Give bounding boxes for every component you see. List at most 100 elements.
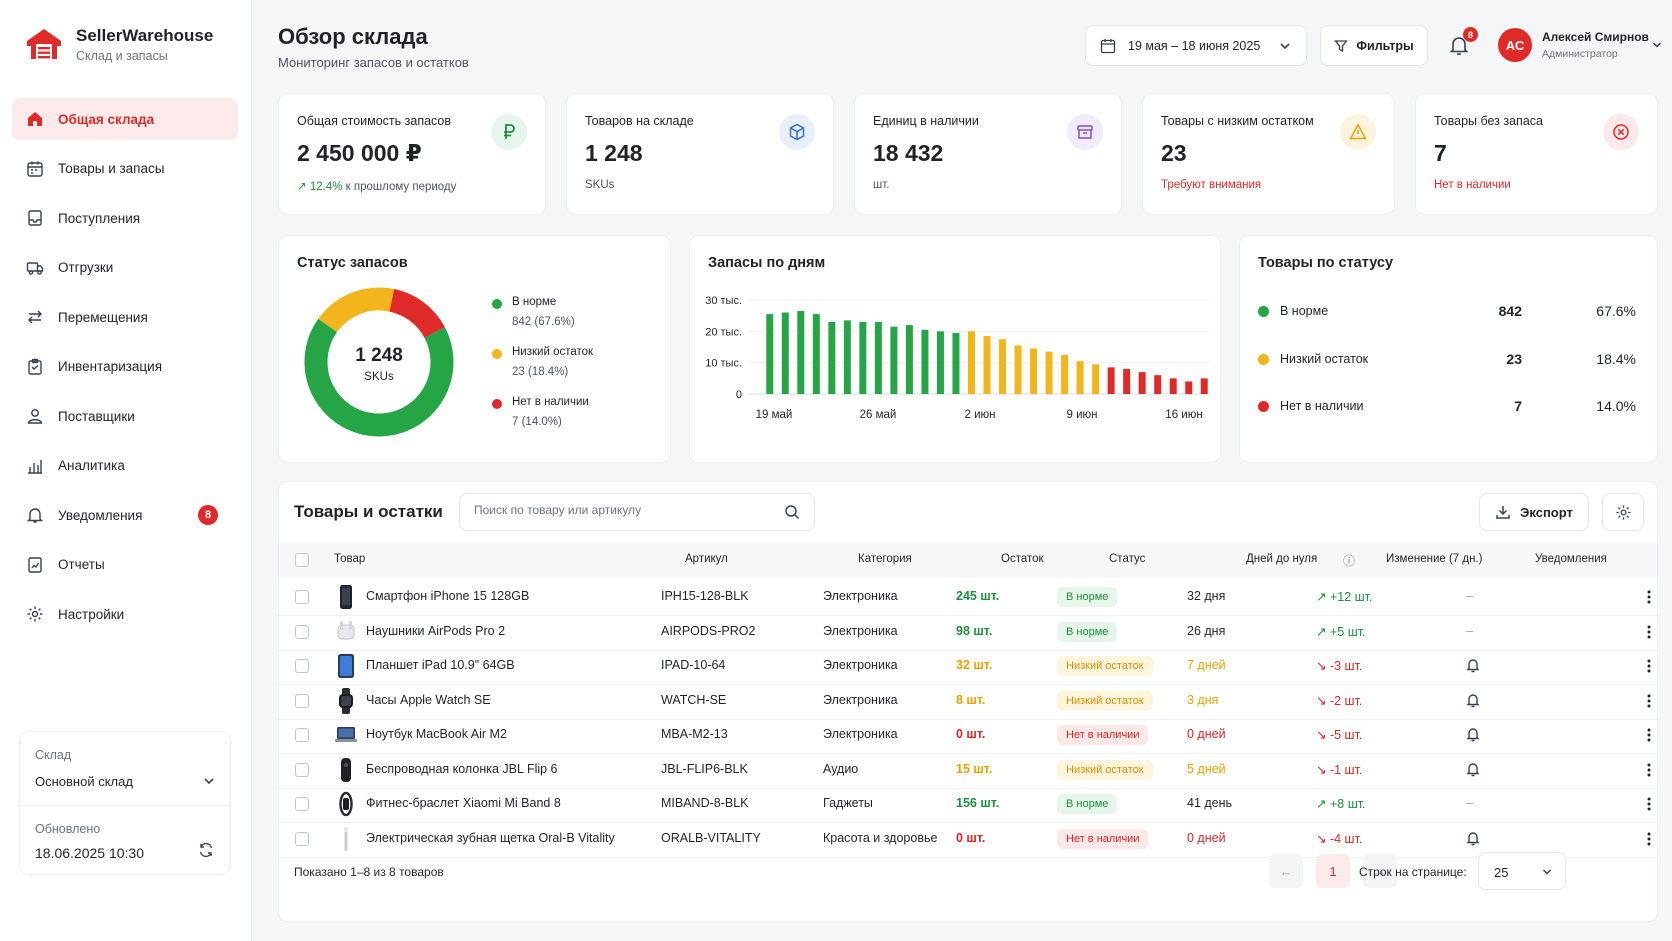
export-button[interactable]: Экспорт: [1479, 493, 1589, 531]
filters-button[interactable]: Фильтры: [1320, 25, 1428, 66]
search-icon[interactable]: [784, 504, 800, 520]
row-checkbox[interactable]: [295, 831, 309, 846]
table-row[interactable]: Ноутбук MacBook Air M2 MBA-M2-13 Электрони…: [279, 717, 1657, 754]
bar[interactable]: [843, 320, 851, 394]
bar[interactable]: [797, 310, 805, 394]
select-all-checkbox[interactable]: [295, 553, 309, 567]
sidebar-item-inventory[interactable]: Инвентаризация: [12, 346, 238, 388]
table-row[interactable]: Фитнес-браслет Xiaomi Mi Band 8 MIBAND-8-…: [279, 786, 1657, 823]
warehouse-select[interactable]: Основной склад: [35, 774, 133, 789]
column-header[interactable]: Остаток: [1001, 553, 1044, 565]
bell-icon[interactable]: [1465, 692, 1481, 708]
product-name[interactable]: Электрическая зубная щетка Oral-B Vitali…: [366, 830, 615, 845]
bar[interactable]: [1030, 348, 1038, 394]
row-checkbox[interactable]: [295, 659, 309, 673]
sidebar-item-shipments[interactable]: Отгрузки: [12, 247, 238, 289]
bell-icon[interactable]: [1465, 726, 1481, 742]
user-name[interactable]: Алексей Смирнов: [1542, 30, 1649, 44]
column-header[interactable]: Артикул: [685, 553, 728, 565]
bell-icon[interactable]: [1465, 830, 1481, 846]
bar[interactable]: [828, 321, 836, 394]
bar[interactable]: [1138, 372, 1146, 394]
sidebar-item-transfers[interactable]: Перемещения: [12, 296, 238, 338]
bar[interactable]: [1014, 345, 1022, 394]
sidebar-item-settings[interactable]: Настройки: [12, 593, 238, 635]
row-checkbox[interactable]: [295, 797, 309, 811]
more-vertical-icon[interactable]: [1641, 657, 1657, 675]
bar[interactable]: [781, 312, 789, 394]
brand[interactable]: SellerWarehouse Склад и запасы: [24, 24, 213, 64]
bar[interactable]: [1092, 364, 1100, 394]
product-name[interactable]: Планшет iPad 10.9" 64GB: [366, 658, 515, 672]
column-header[interactable]: Изменение (7 дн.): [1386, 553, 1483, 565]
product-name[interactable]: Наушники AirPods Pro 2: [366, 623, 506, 638]
more-vertical-icon[interactable]: [1641, 726, 1657, 744]
chevron-down-icon[interactable]: [1651, 39, 1663, 51]
search-input[interactable]: [474, 503, 774, 517]
column-header[interactable]: Дней до нуля: [1246, 553, 1318, 565]
date-range-picker[interactable]: 19 мая – 18 июня 2025: [1085, 25, 1307, 66]
info-icon[interactable]: ⓘ: [1343, 554, 1356, 568]
sidebar-item-overview[interactable]: Общая склада: [12, 98, 238, 140]
more-vertical-icon[interactable]: [1641, 588, 1657, 606]
table-row[interactable]: Электрическая зубная щетка Oral-B Vitali…: [279, 821, 1657, 858]
column-header[interactable]: Статус: [1109, 553, 1146, 565]
bar[interactable]: [983, 336, 991, 394]
bar[interactable]: [1061, 354, 1069, 394]
product-name[interactable]: Смартфон iPhone 15 128GB: [366, 589, 530, 603]
product-name[interactable]: Беспроводная колонка JBL Flip 6: [366, 761, 558, 776]
sidebar-item-receipts[interactable]: Поступления: [12, 197, 238, 239]
bar[interactable]: [967, 331, 975, 394]
bar[interactable]: [1200, 378, 1208, 394]
page-number-button[interactable]: 1: [1316, 854, 1350, 888]
bar[interactable]: [1185, 381, 1193, 394]
product-name[interactable]: Фитнес-браслет Xiaomi Mi Band 8: [366, 796, 561, 810]
column-header[interactable]: Категория: [858, 553, 912, 565]
bell-icon[interactable]: [1465, 657, 1481, 673]
sidebar-item-reports[interactable]: Отчеты: [12, 544, 238, 586]
more-vertical-icon[interactable]: [1641, 795, 1657, 813]
bar[interactable]: [952, 332, 960, 394]
bar[interactable]: [812, 314, 820, 394]
bar[interactable]: [1169, 378, 1177, 394]
table-row[interactable]: Планшет iPad 10.9" 64GB IPAD-10-64 Электро…: [279, 648, 1657, 685]
row-checkbox[interactable]: [295, 693, 309, 708]
bar[interactable]: [921, 329, 929, 394]
row-checkbox[interactable]: [295, 590, 309, 604]
bar[interactable]: [859, 321, 867, 394]
sidebar-item-notifications[interactable]: Уведомления 8: [12, 494, 238, 536]
more-vertical-icon[interactable]: [1641, 623, 1657, 641]
product-name[interactable]: Часы Apple Watch SE: [366, 692, 491, 707]
bar[interactable]: [874, 321, 882, 394]
bar[interactable]: [890, 326, 898, 394]
more-vertical-icon[interactable]: [1641, 830, 1657, 848]
bar[interactable]: [1107, 367, 1115, 394]
next-page-button[interactable]: →: [1363, 854, 1397, 888]
row-checkbox[interactable]: [295, 762, 309, 777]
row-checkbox[interactable]: [295, 624, 309, 639]
prev-page-button[interactable]: ←: [1269, 854, 1303, 888]
bell-icon[interactable]: [1465, 761, 1481, 777]
bar[interactable]: [1123, 368, 1131, 394]
column-header[interactable]: Товар: [334, 553, 366, 565]
refresh-icon[interactable]: [198, 842, 214, 858]
rows-per-page-select[interactable]: 25: [1478, 852, 1566, 890]
chevron-down-icon[interactable]: [202, 774, 216, 788]
table-row[interactable]: Беспроводная колонка JBL Flip 6 JBL-FLIP6…: [279, 752, 1657, 789]
bar[interactable]: [1076, 361, 1084, 394]
table-row[interactable]: Смартфон iPhone 15 128GB IPH15-128-BLK Эле…: [279, 579, 1657, 616]
table-row[interactable]: Часы Apple Watch SE WATCH-SE Электроника 8 …: [279, 683, 1657, 720]
notifications-bell-icon[interactable]: [1447, 33, 1471, 57]
avatar[interactable]: АС: [1498, 28, 1532, 62]
bar[interactable]: [1045, 351, 1053, 394]
product-name[interactable]: Ноутбук MacBook Air M2: [366, 727, 507, 741]
more-vertical-icon[interactable]: [1641, 692, 1657, 710]
bar[interactable]: [905, 325, 913, 394]
column-header[interactable]: Уведомления: [1535, 553, 1607, 565]
more-vertical-icon[interactable]: [1641, 761, 1657, 779]
sidebar-item-suppliers[interactable]: Поставщики: [12, 395, 238, 437]
bar[interactable]: [999, 339, 1007, 394]
bar[interactable]: [1154, 375, 1162, 394]
bar[interactable]: [766, 314, 774, 394]
sidebar-item-products[interactable]: Товары и запасы: [12, 148, 238, 190]
